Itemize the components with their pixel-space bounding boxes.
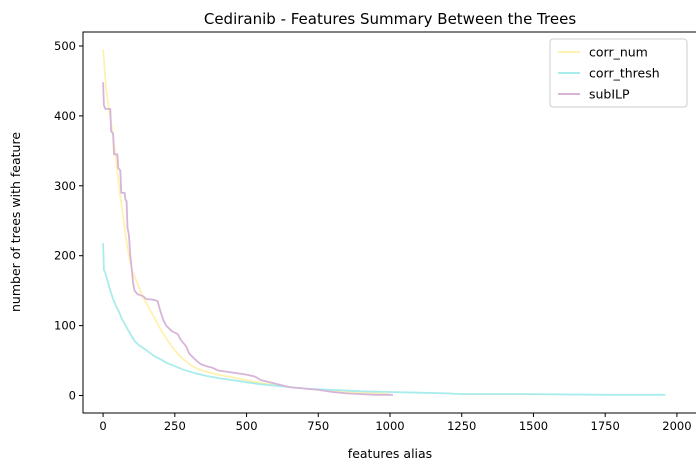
- x-tick-label: 500: [236, 419, 258, 433]
- legend-label-subILP: subILP: [589, 87, 630, 102]
- x-tick-label: 1750: [591, 419, 620, 433]
- x-axis-label: features alias: [348, 446, 432, 461]
- y-tick-label: 0: [69, 389, 76, 403]
- x-axis: 0 250 500 750 1000 1250 1500 1750 2000: [99, 413, 692, 433]
- x-tick-label: 750: [307, 419, 329, 433]
- y-tick-label: 200: [54, 249, 76, 263]
- series-layer: [102, 49, 666, 396]
- x-tick-label: 0: [99, 419, 106, 433]
- x-tick-label: 1500: [519, 419, 548, 433]
- y-tick-label: 500: [54, 39, 76, 53]
- x-tick-label: 1250: [447, 419, 476, 433]
- x-tick-label: 1000: [375, 419, 404, 433]
- x-tick-label: 250: [164, 419, 186, 433]
- x-tick-label: 2000: [662, 419, 691, 433]
- legend-box: [549, 38, 688, 108]
- y-tick-label: 300: [54, 179, 76, 193]
- series-line-corr-num: [102, 49, 391, 395]
- chart-title: Cediranib - Features Summary Between the…: [204, 10, 576, 28]
- legend: corr_num corr_thresh subILP: [549, 38, 688, 108]
- y-axis: 0 100 200 300 400 500: [54, 39, 83, 403]
- y-tick-label: 100: [54, 319, 76, 333]
- series-line-corr-thresh: [102, 243, 666, 396]
- y-axis-label: number of trees with feature: [8, 132, 23, 312]
- series-line-subILP: [102, 82, 393, 396]
- y-tick-label: 400: [54, 109, 76, 123]
- legend-label-corr-thresh: corr_thresh: [589, 66, 660, 81]
- legend-label-corr-num: corr_num: [589, 45, 648, 60]
